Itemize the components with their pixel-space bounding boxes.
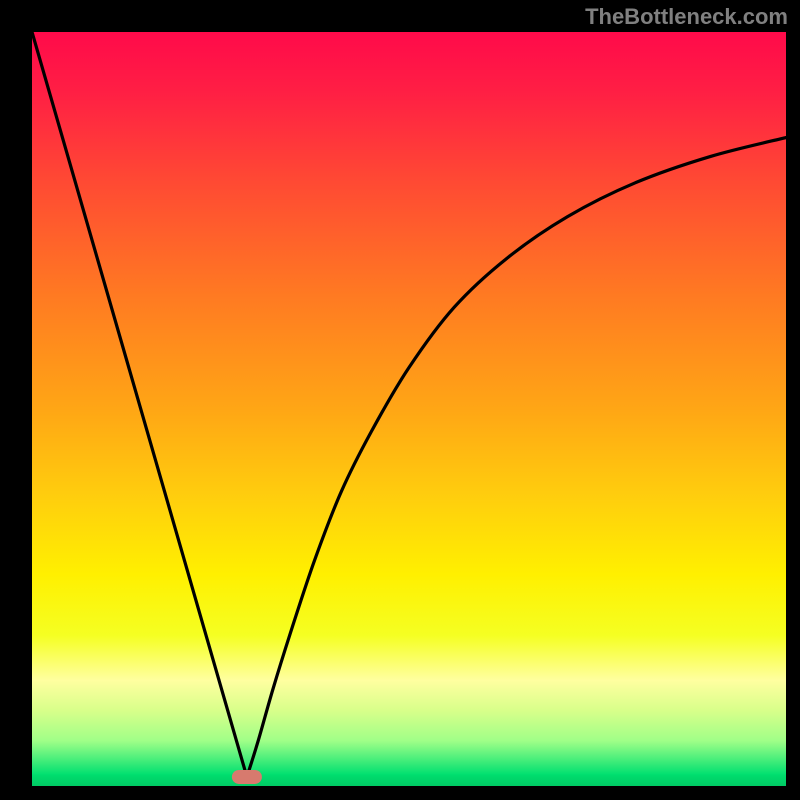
plot-area [32, 32, 786, 786]
chart-frame: TheBottleneck.com [0, 0, 800, 800]
bottleneck-curve [32, 32, 786, 786]
optimal-marker [232, 770, 262, 784]
source-watermark: TheBottleneck.com [585, 4, 788, 30]
